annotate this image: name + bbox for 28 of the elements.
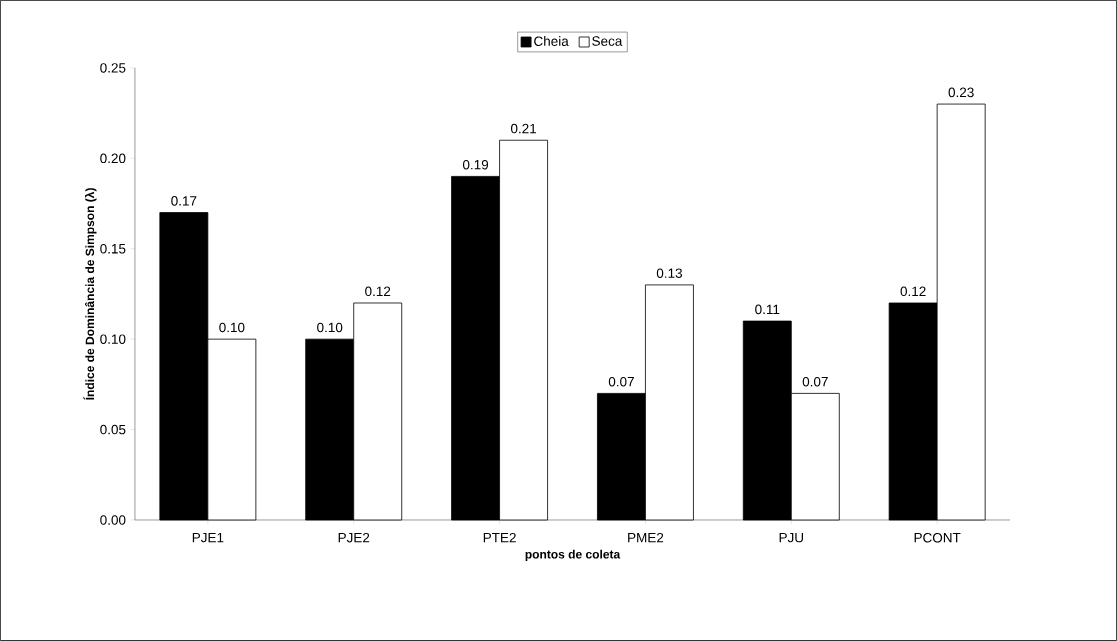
data-label: 0.10 — [317, 322, 343, 333]
data-label: 0.10 — [219, 322, 245, 333]
x-tick-label: PTE2 — [483, 532, 516, 543]
x-tick-label: PCONT — [914, 532, 961, 543]
legend-label: Seca — [592, 36, 623, 46]
data-label: 0.07 — [802, 376, 828, 387]
x-tick-label: PME2 — [628, 532, 664, 543]
data-label: 0.07 — [608, 376, 634, 387]
x-tick-label: PJE1 — [192, 532, 224, 543]
y-tick-label: 0.00 — [100, 515, 126, 525]
x-tick-label: PJE2 — [338, 532, 370, 543]
y-tick-label: 0.20 — [100, 153, 126, 164]
data-label: 0.12 — [365, 286, 391, 297]
y-tick-label: 0.25 — [100, 63, 126, 73]
y-tick-label: 0.05 — [100, 424, 126, 435]
y-axis-title: Índice de Dominância de Simpson (λ) — [83, 188, 97, 400]
x-tick-label: PJU — [779, 532, 803, 543]
data-label: 0.11 — [755, 304, 780, 315]
legend-label: Cheia — [534, 36, 569, 47]
data-label: 0.21 — [510, 123, 537, 134]
y-tick-label: 0.15 — [100, 244, 126, 254]
data-label: 0.23 — [948, 87, 974, 98]
y-tick-label: 0.10 — [100, 334, 126, 344]
data-label: 0.12 — [900, 286, 926, 297]
data-label: 0.19 — [462, 160, 489, 170]
data-label: 0.13 — [656, 268, 682, 279]
data-label: 0.17 — [171, 196, 197, 206]
x-axis-title: pontos de coleta — [525, 549, 621, 561]
